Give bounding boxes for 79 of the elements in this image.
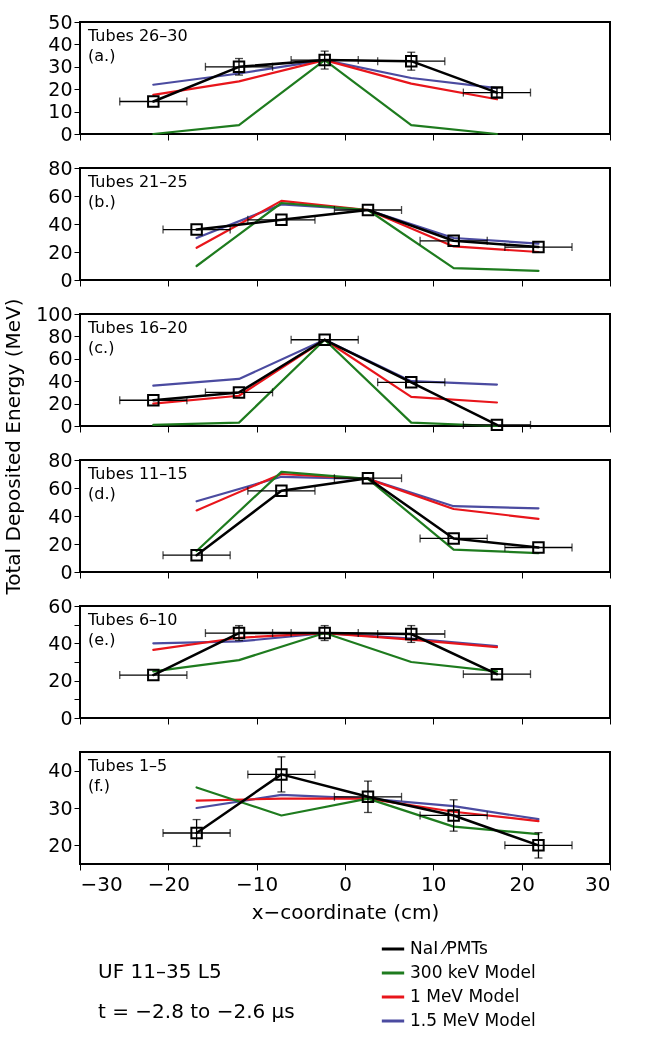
x-tick-label: 0: [339, 871, 352, 896]
x-axis-title: x−coordinate (cm): [251, 899, 440, 924]
point: [361, 203, 375, 217]
annotation: (f.): [88, 776, 111, 795]
x-tick-label: 20: [509, 871, 535, 896]
y-tick-label: 50: [48, 10, 73, 33]
y-tick-label: 0: [60, 122, 73, 145]
y-tick-label: 100: [36, 302, 73, 325]
annotation: (a.): [88, 46, 116, 65]
text: t = −2.8 to −2.6 μs: [98, 999, 295, 1023]
y-tick-label: 40: [48, 631, 73, 654]
x-tick-label: 10: [421, 871, 447, 896]
point: [532, 541, 545, 554]
legend-label: 300 keV Model: [410, 962, 536, 982]
y-tick-label: 80: [48, 156, 73, 179]
point: [490, 418, 504, 432]
point: [147, 394, 160, 407]
point: [147, 95, 160, 108]
point: [405, 54, 418, 68]
annotation: Tubes 16–20: [87, 318, 188, 337]
annotation: (b.): [88, 192, 116, 211]
y-tick-label: 20: [48, 669, 73, 692]
annotation: Tubes 21–25: [87, 172, 188, 191]
point: [447, 234, 460, 248]
x-tick-label: −20: [147, 871, 190, 896]
y-tick-label: 40: [48, 212, 73, 235]
point: [447, 532, 460, 545]
y-tick-label: 40: [48, 759, 73, 782]
y-tick-label: 40: [48, 32, 73, 55]
y-tick-label: 20: [48, 392, 73, 415]
y-tick-label: 0: [60, 414, 73, 437]
point: [318, 53, 331, 67]
annotation: (c.): [88, 338, 115, 357]
y-axis-title: Total Deposited Energy (MeV): [1, 298, 26, 596]
y-tick-label: 60: [48, 184, 73, 207]
y-tick-label: 30: [48, 55, 73, 78]
y-tick-label: 10: [48, 100, 73, 123]
y-tick-label: 0: [60, 560, 73, 583]
point: [405, 376, 418, 389]
point: [232, 60, 246, 74]
point: [490, 667, 504, 681]
y-tick-label: 30: [48, 796, 73, 819]
legend-label: 1 MeV Model: [410, 986, 520, 1006]
point: [275, 213, 288, 227]
y-tick-label: 40: [48, 369, 73, 392]
y-tick-label: 0: [60, 268, 73, 291]
x-tick-label: 30: [585, 871, 611, 896]
annotation: Tubes 26–30: [87, 26, 188, 45]
point: [275, 484, 288, 498]
y-tick-label: 60: [48, 476, 73, 499]
y-tick-label: 80: [48, 324, 73, 347]
y-tick-label: 40: [48, 504, 73, 527]
y-tick-label: 60: [48, 594, 73, 617]
point: [190, 548, 203, 562]
y-tick-label: 60: [48, 347, 73, 370]
y-tick-label: 20: [48, 833, 73, 856]
legend-label: NaI ⁄PMTs: [410, 938, 488, 958]
line-series: [195, 472, 540, 520]
y-tick-label: 20: [48, 240, 73, 263]
text: UF 11–35 L5: [98, 959, 222, 983]
annotation: (d.): [88, 484, 116, 503]
legend-label: 1.5 MeV Model: [410, 1010, 536, 1030]
point: [190, 223, 203, 236]
point: [318, 333, 331, 346]
annotation: Tubes 11–15: [87, 464, 188, 483]
x-tick-label: −10: [236, 871, 279, 896]
y-tick-label: 20: [48, 77, 73, 100]
y-tick-label: 80: [48, 448, 73, 471]
point: [361, 471, 375, 485]
point: [532, 240, 545, 254]
annotation: Tubes 6–10: [87, 610, 178, 629]
x-tick-label: −30: [80, 871, 123, 896]
line-series: [195, 201, 540, 272]
y-tick-label: 20: [48, 532, 73, 555]
point: [147, 668, 160, 682]
y-tick-label: 0: [60, 706, 73, 729]
annotation: (e.): [88, 630, 116, 649]
annotation: Tubes 1–5: [87, 756, 168, 775]
point: [232, 386, 246, 399]
